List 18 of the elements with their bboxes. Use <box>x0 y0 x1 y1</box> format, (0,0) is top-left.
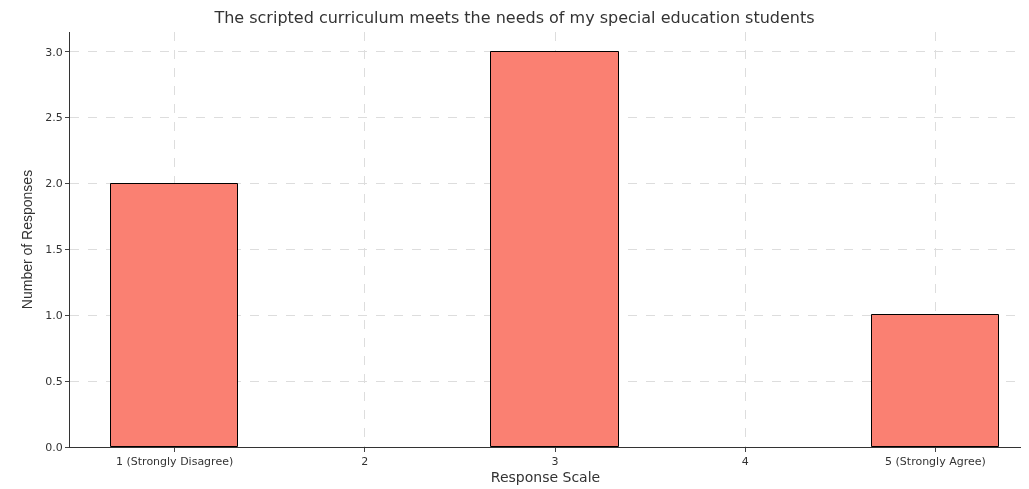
y-tick-label: 1.5 <box>45 243 63 257</box>
x-axis-title: Response Scale <box>490 468 601 485</box>
y-tick-label: 2.5 <box>45 111 63 125</box>
y-tick-label: 3.0 <box>45 45 63 59</box>
y-axis-title: Number of Responses <box>19 169 35 310</box>
y-tick-label: 2.0 <box>45 177 63 191</box>
x-tick-label: 5 (Strongly Agree) <box>885 455 986 469</box>
y-tick-label: 1.0 <box>45 309 63 323</box>
bar <box>490 51 619 447</box>
x-tick-label: 2 <box>361 455 369 469</box>
bar <box>110 183 238 447</box>
x-tick-label: 4 <box>741 455 749 469</box>
bar <box>871 314 999 447</box>
y-tick-label: 0.0 <box>45 440 63 454</box>
chart-title: The scripted curriculum meets the needs of my special education students <box>213 8 815 28</box>
y-tick-label: 0.5 <box>45 374 63 388</box>
x-tick-label: 1 (Strongly Disagree) <box>116 455 234 469</box>
x-tick-label: 3 <box>551 455 559 469</box>
